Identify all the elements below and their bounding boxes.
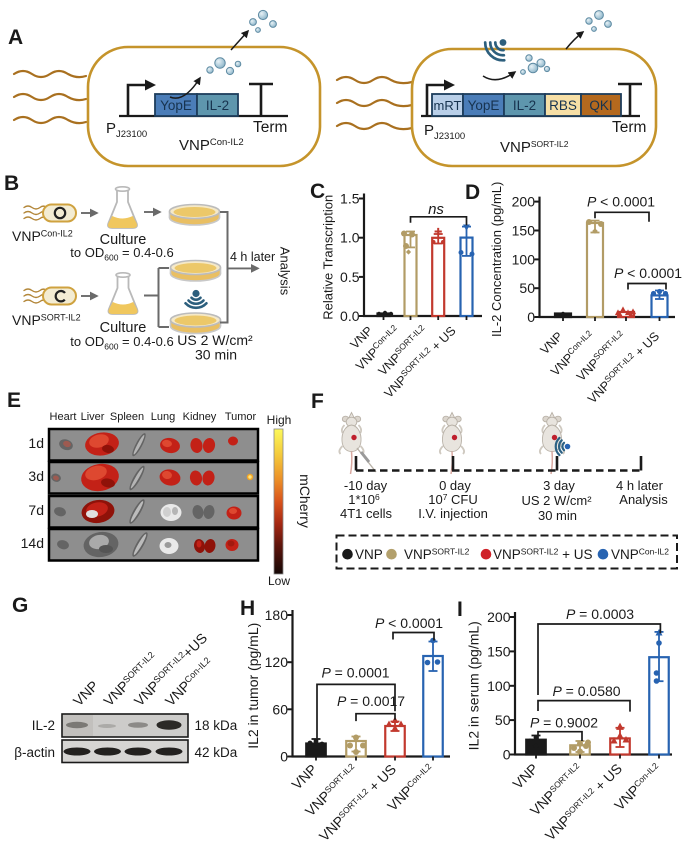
- svg-text:Culture: Culture: [100, 232, 147, 248]
- svg-text:F: F: [311, 390, 324, 413]
- svg-text:YopE: YopE: [468, 98, 500, 113]
- svg-text:P < 0.0001: P < 0.0001: [614, 265, 682, 281]
- svg-text:4T1 cells: 4T1 cells: [340, 506, 393, 521]
- svg-text:High: High: [267, 413, 292, 427]
- svg-text:30 min: 30 min: [538, 508, 577, 523]
- svg-text:I: I: [457, 598, 463, 621]
- svg-text:60: 60: [272, 701, 288, 717]
- svg-text:YopE: YopE: [160, 98, 192, 113]
- svg-text:7d: 7d: [28, 502, 44, 518]
- svg-text:30 min: 30 min: [195, 347, 237, 363]
- svg-text:to OD600 = 0.4-0.6: to OD600 = 0.4-0.6: [70, 245, 173, 263]
- svg-text:42 kDa: 42 kDa: [195, 745, 238, 760]
- svg-text:1d: 1d: [28, 435, 44, 451]
- svg-text:3d: 3d: [28, 468, 44, 484]
- svg-text:β-actin: β-actin: [14, 745, 55, 760]
- svg-text:P = 0.0017: P = 0.0017: [337, 693, 405, 709]
- svg-text:P = 0.0580: P = 0.0580: [552, 683, 620, 699]
- svg-text:to OD600 = 0.4-0.6: to OD600 = 0.4-0.6: [70, 334, 173, 352]
- svg-text:1*106: 1*106: [348, 492, 380, 507]
- svg-text:D: D: [465, 181, 480, 204]
- svg-text:-10 day: -10 day: [344, 478, 388, 493]
- svg-text:Term: Term: [253, 119, 287, 136]
- svg-text:120: 120: [265, 654, 289, 670]
- svg-text:200: 200: [487, 609, 511, 625]
- svg-text:C: C: [310, 180, 325, 203]
- svg-text:Tumor: Tumor: [225, 411, 257, 423]
- svg-text:IL-2: IL-2: [32, 718, 55, 733]
- svg-text:Term: Term: [612, 119, 646, 136]
- svg-text:107 CFU: 107 CFU: [428, 492, 478, 507]
- svg-text:150: 150: [487, 643, 511, 659]
- svg-text:100: 100: [512, 251, 536, 267]
- svg-text:Spleen: Spleen: [110, 411, 144, 423]
- svg-text:50: 50: [519, 280, 535, 296]
- svg-text:VNP: VNP: [355, 547, 383, 562]
- svg-text:100: 100: [487, 678, 511, 694]
- svg-text:P < 0.0001: P < 0.0001: [375, 615, 443, 631]
- svg-text:0: 0: [280, 749, 288, 765]
- svg-text:A: A: [8, 26, 23, 49]
- svg-text:Relative Transcription: Relative Transcription: [321, 195, 336, 320]
- svg-text:4 h later: 4 h later: [616, 478, 664, 493]
- svg-text:VNPSORT-IL2 + US: VNPSORT-IL2 + US: [493, 547, 593, 563]
- svg-text:18 kDa: 18 kDa: [195, 718, 238, 733]
- svg-text:200: 200: [512, 194, 536, 210]
- svg-text:US 2 W/cm²: US 2 W/cm²: [521, 493, 592, 508]
- svg-text:50: 50: [495, 712, 511, 728]
- svg-text:G: G: [12, 594, 28, 617]
- svg-text:B: B: [4, 172, 19, 195]
- svg-text:E: E: [7, 389, 21, 412]
- svg-text:0.0: 0.0: [340, 308, 360, 324]
- svg-text:0.5: 0.5: [340, 269, 360, 285]
- svg-text:Culture: Culture: [100, 320, 147, 336]
- svg-text:180: 180: [265, 607, 289, 623]
- svg-text:14d: 14d: [21, 535, 44, 551]
- svg-text:US 2 W/cm²: US 2 W/cm²: [177, 332, 253, 348]
- svg-text:0 day: 0 day: [439, 478, 471, 493]
- svg-text:Liver: Liver: [81, 411, 105, 423]
- svg-text:QKI: QKI: [589, 98, 612, 113]
- svg-text:I.V. injection: I.V. injection: [418, 506, 488, 521]
- svg-text:Analysis: Analysis: [619, 492, 668, 507]
- svg-text:IL-2: IL-2: [513, 98, 536, 113]
- svg-text:Low: Low: [268, 574, 290, 588]
- svg-text:1.0: 1.0: [340, 230, 360, 246]
- svg-text:3 day: 3 day: [543, 478, 575, 493]
- svg-text:0: 0: [527, 309, 535, 325]
- svg-text:IL2 in serum (pg/mL): IL2 in serum (pg/mL): [466, 621, 482, 750]
- svg-text:Lung: Lung: [151, 411, 175, 423]
- svg-text:4 h later: 4 h later: [230, 250, 275, 264]
- svg-text:IL2 in tumor (pg/mL): IL2 in tumor (pg/mL): [245, 623, 261, 749]
- svg-text:P < 0.0001: P < 0.0001: [587, 194, 655, 210]
- svg-text:0: 0: [503, 747, 511, 763]
- svg-text:150: 150: [512, 223, 536, 239]
- svg-text:P = 0.0003: P = 0.0003: [566, 606, 634, 622]
- svg-text:mCherry: mCherry: [297, 474, 313, 528]
- svg-text:P = 0.0001: P = 0.0001: [321, 665, 389, 681]
- svg-text:Analysis: Analysis: [278, 247, 293, 296]
- svg-text:RBS: RBS: [549, 98, 577, 113]
- svg-text:P = 0.9002: P = 0.9002: [530, 715, 598, 731]
- svg-text:IL-2 Concentration (pg/mL): IL-2 Concentration (pg/mL): [489, 182, 504, 337]
- svg-text:IL-2: IL-2: [206, 98, 229, 113]
- svg-text:Kidney: Kidney: [183, 411, 217, 423]
- svg-text:Heart: Heart: [50, 411, 77, 423]
- svg-text:mRT: mRT: [434, 98, 462, 113]
- svg-text:ns: ns: [428, 201, 444, 218]
- svg-text:1.5: 1.5: [340, 191, 360, 207]
- svg-text:H: H: [240, 597, 255, 620]
